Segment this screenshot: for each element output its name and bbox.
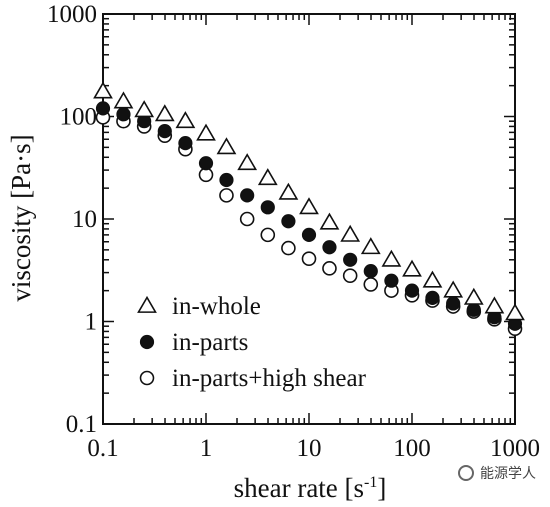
- data-point: [113, 91, 134, 109]
- data-point: [319, 212, 340, 230]
- x-axis-label: shear rate [s-1]: [234, 473, 387, 503]
- data-point: [322, 261, 337, 276]
- data-point: [257, 168, 278, 186]
- data-point: [219, 172, 234, 188]
- legend: in-whole in-parts in-parts+high shear: [137, 293, 367, 392]
- y-tick-label: 1: [85, 309, 98, 336]
- series-in-parts: [95, 101, 523, 331]
- data-point: [466, 302, 481, 317]
- data-point: [384, 273, 399, 288]
- data-point: [281, 240, 296, 256]
- series-in-whole: [93, 81, 525, 321]
- data-point: [425, 290, 440, 305]
- x-tick-label: 0.1: [87, 435, 118, 462]
- data-point: [278, 182, 299, 200]
- data-point: [301, 251, 317, 266]
- data-point: [381, 249, 402, 267]
- legend-marker: [137, 295, 157, 313]
- data-point: [343, 252, 358, 267]
- y-tick-label: 100: [60, 104, 98, 131]
- data-point: [260, 200, 275, 215]
- data-point: [198, 156, 214, 171]
- series-layer: [93, 81, 525, 337]
- data-point: [134, 100, 155, 118]
- y-tick-label: 0.1: [66, 411, 97, 438]
- data-point: [239, 211, 255, 227]
- data-point: [175, 111, 196, 129]
- data-point: [157, 124, 172, 139]
- legend-label: in-parts: [172, 329, 248, 356]
- x-tick-label: 1: [200, 435, 213, 462]
- data-point: [216, 137, 237, 155]
- y-tick-label: 1000: [47, 1, 97, 28]
- legend-label: in-parts+high shear: [172, 365, 367, 392]
- data-point: [463, 287, 484, 305]
- data-point: [237, 153, 258, 171]
- data-point: [422, 270, 443, 288]
- data-point: [281, 214, 296, 229]
- data-point: [404, 283, 420, 298]
- plot-frame: [102, 13, 516, 425]
- data-point: [299, 197, 319, 215]
- data-point: [505, 303, 525, 321]
- data-point: [301, 227, 317, 242]
- data-point: [178, 136, 193, 151]
- data-point: [360, 237, 381, 255]
- data-point: [240, 188, 255, 203]
- data-point: [363, 264, 378, 279]
- legend-marker: [139, 334, 155, 350]
- data-point: [154, 104, 175, 122]
- x-tick-label: 1000: [490, 435, 540, 462]
- watermark-text: 能源学人: [480, 466, 536, 482]
- x-tick-label: 100: [393, 435, 431, 462]
- data-point: [95, 101, 111, 116]
- data-point: [342, 268, 358, 283]
- legend-marker: [139, 370, 155, 386]
- data-point: [219, 188, 234, 203]
- data-point: [340, 224, 361, 242]
- watermark: 能源学人: [458, 463, 536, 483]
- y-tick-label: 10: [72, 206, 97, 233]
- x-axis-ticks: 0.1 1 10 100 1000: [87, 14, 540, 462]
- wechat-icon: [458, 465, 474, 481]
- data-point: [260, 227, 276, 243]
- data-point: [116, 107, 131, 122]
- x-tick-label: 10: [297, 435, 322, 462]
- data-point: [196, 123, 216, 141]
- data-point: [443, 280, 464, 298]
- data-point: [363, 277, 379, 292]
- data-point: [484, 296, 505, 314]
- y-axis-ticks: 0.1 1 10 100 1000: [47, 1, 515, 438]
- data-point: [402, 259, 422, 277]
- data-point: [446, 296, 461, 311]
- data-point: [93, 81, 113, 99]
- legend-label: in-whole: [172, 293, 261, 320]
- data-point: [322, 240, 337, 255]
- y-axis-label: viscosity [Pa·s]: [6, 134, 36, 301]
- plot-border: [102, 13, 516, 425]
